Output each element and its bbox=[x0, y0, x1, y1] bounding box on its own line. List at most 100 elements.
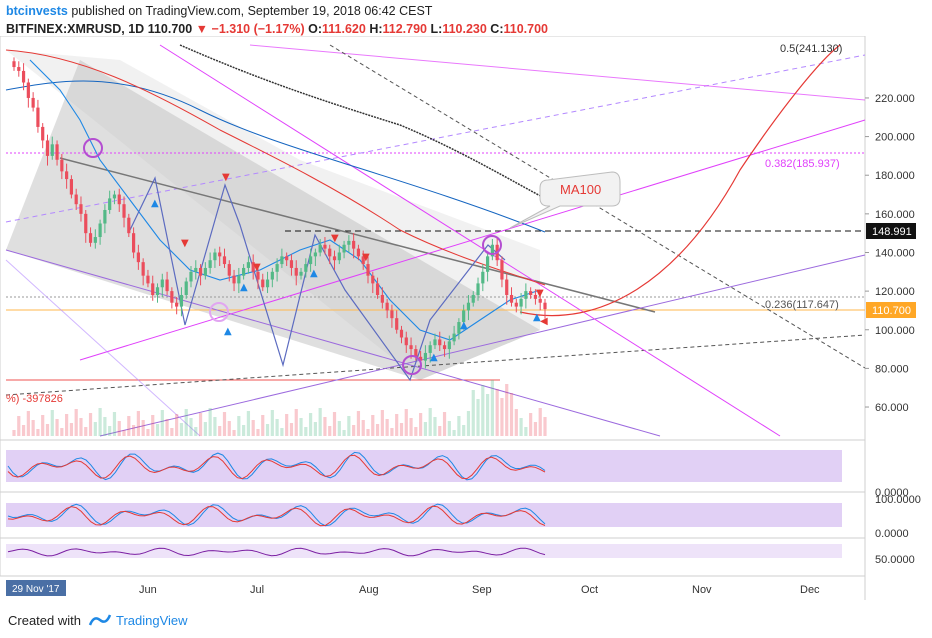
volume-bar bbox=[242, 425, 246, 436]
candle-body bbox=[151, 283, 155, 295]
volume-bar bbox=[218, 426, 222, 436]
candle-body bbox=[414, 349, 418, 357]
created-with-text: Created with bbox=[8, 613, 81, 628]
volume-bar bbox=[194, 427, 198, 436]
candle-body bbox=[433, 339, 437, 346]
volume-bar bbox=[280, 428, 284, 436]
candle-body bbox=[466, 302, 471, 311]
candle-body bbox=[462, 310, 466, 323]
volume-bar bbox=[50, 410, 54, 436]
candle-body bbox=[165, 279, 169, 292]
volume-bar bbox=[41, 415, 45, 436]
date-badge bbox=[6, 580, 66, 596]
volume-bar bbox=[261, 415, 265, 436]
volume-bar bbox=[442, 412, 447, 436]
volume-bar bbox=[514, 409, 518, 436]
volume-bar bbox=[256, 429, 260, 436]
candle-body bbox=[471, 294, 475, 303]
candle-body bbox=[323, 244, 327, 249]
circle-marker-3 bbox=[402, 355, 422, 375]
candle-body bbox=[65, 171, 69, 180]
volume-bar bbox=[12, 430, 16, 436]
candle-body bbox=[69, 179, 74, 195]
price-axis[interactable]: 60.000 80.000 100.000 120.000 140.000 160.000… bbox=[865, 93, 915, 414]
ohlc-low: 110.230 bbox=[442, 22, 487, 36]
down-arrow-icon: ▼ bbox=[181, 238, 189, 249]
volume-bar bbox=[222, 412, 227, 436]
volume-bar bbox=[151, 415, 155, 436]
main-pane[interactable] bbox=[0, 36, 866, 441]
candle-body bbox=[232, 275, 236, 284]
price-148-text: 148.991 bbox=[872, 226, 912, 238]
volume-bar bbox=[270, 410, 274, 436]
ma-red bbox=[5, 49, 546, 286]
chart-area[interactable]: ▼ ▼ ▼ ▼ ▼ ▼ ▲ ▲ ▲ ▲ ▲ ▲ ▲ ◀ MA100 0.5(24… bbox=[0, 36, 932, 604]
volume-bar bbox=[170, 428, 174, 436]
fib-0382-label: 0.382(185.937) bbox=[765, 158, 840, 170]
volume-bar bbox=[60, 428, 64, 436]
magenta-upper bbox=[249, 44, 866, 101]
stoch-line-blue bbox=[7, 503, 546, 527]
volume-bar bbox=[117, 421, 121, 436]
candle-body bbox=[442, 345, 447, 350]
ma200-dark bbox=[179, 44, 549, 201]
volume-bar bbox=[313, 422, 317, 436]
volume-bar bbox=[438, 426, 442, 436]
candle-body bbox=[160, 279, 164, 288]
volume-bar bbox=[385, 419, 389, 436]
author-link[interactable]: btcinvests bbox=[6, 4, 68, 18]
publish-line: btcinvests published on TradingView.com,… bbox=[6, 4, 432, 18]
candle-body bbox=[117, 194, 121, 205]
candle-body bbox=[175, 302, 179, 307]
rsi-line-blue bbox=[7, 451, 546, 481]
candle-body bbox=[452, 333, 456, 342]
candle-body bbox=[299, 271, 303, 276]
candle-body bbox=[55, 144, 59, 160]
candle-body bbox=[285, 256, 289, 261]
candle-body bbox=[242, 267, 246, 276]
candle-body bbox=[131, 233, 136, 253]
circle-marker-2 bbox=[209, 302, 229, 322]
candle-body bbox=[481, 271, 485, 284]
volume-bar bbox=[26, 411, 30, 436]
candle-body bbox=[31, 97, 35, 108]
candle-body bbox=[184, 281, 188, 295]
volume-bar bbox=[189, 418, 193, 436]
candle-body bbox=[289, 260, 294, 268]
tradingview-logo-icon[interactable] bbox=[88, 611, 112, 629]
volume-bar bbox=[184, 409, 188, 436]
volume-bar bbox=[380, 410, 384, 436]
month-label: Dec bbox=[800, 584, 820, 596]
ohlc-open: 111.620 bbox=[322, 22, 366, 36]
stoch-tick-100: 100.0000 bbox=[875, 494, 921, 506]
footer: Created with TradingView bbox=[0, 604, 932, 638]
volume-bar bbox=[371, 415, 375, 436]
candle-body bbox=[203, 267, 207, 276]
candle-body bbox=[476, 283, 480, 295]
volume-bar bbox=[17, 416, 21, 436]
volume-bar bbox=[93, 422, 97, 436]
volume-series bbox=[12, 380, 547, 436]
volume-bar bbox=[519, 418, 523, 436]
volume-bar bbox=[375, 424, 380, 436]
volume-bar bbox=[318, 408, 322, 436]
volume-bar bbox=[308, 413, 313, 436]
volume-bar bbox=[198, 413, 203, 436]
last-price: 110.700 bbox=[147, 22, 193, 36]
tradingview-link[interactable]: TradingView bbox=[116, 613, 188, 628]
price-change: ▼ −1.310 (−1.17%) bbox=[195, 22, 305, 36]
time-axis[interactable]: Jun Jul Aug Sep Oct Nov Dec bbox=[139, 584, 820, 596]
volume-bar bbox=[471, 390, 475, 436]
volume-bar bbox=[509, 393, 514, 436]
candle-body bbox=[375, 283, 380, 295]
third-tick-50: 50.0000 bbox=[875, 554, 915, 566]
candlestick-series bbox=[12, 57, 547, 369]
candle-body bbox=[136, 252, 140, 263]
candle-body bbox=[270, 271, 274, 280]
volume-bar bbox=[337, 421, 341, 436]
volume-bar bbox=[490, 380, 494, 436]
ma100-label: MA100 bbox=[560, 182, 601, 197]
volume-bar bbox=[36, 429, 40, 436]
chart-header: btcinvests published on TradingView.com,… bbox=[0, 0, 932, 40]
volume-bar bbox=[79, 418, 83, 436]
